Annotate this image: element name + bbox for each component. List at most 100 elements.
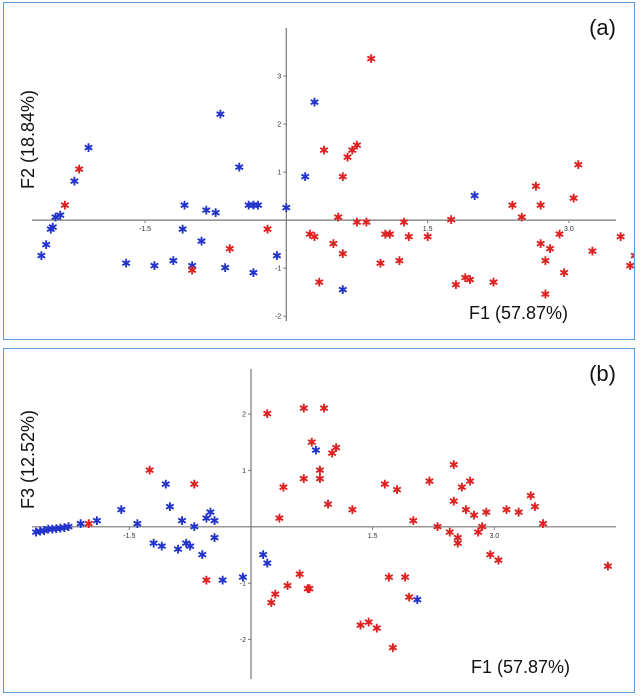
data-point-red: ✱ [262,223,272,237]
y-tick-label: 2 [242,412,246,419]
data-point-blue: ✱ [205,506,215,520]
data-point-red: ✱ [331,441,341,455]
data-point-blue: ✱ [149,537,159,551]
data-point-red: ✱ [469,509,479,523]
data-point-red: ✱ [625,259,634,273]
data-point-red: ✱ [408,514,418,528]
data-point-red: ✱ [145,463,155,477]
data-point-red: ✱ [201,573,211,587]
data-point-blue: ✱ [48,220,58,234]
data-point-blue: ✱ [197,548,207,562]
data-point-red: ✱ [449,494,459,508]
data-point-red: ✱ [477,520,487,534]
data-point-blue: ✱ [189,520,199,534]
data-point-blue: ✱ [253,199,263,213]
data-point-red: ✱ [380,228,390,242]
data-point-blue: ✱ [262,556,272,570]
data-point-blue: ✱ [55,522,65,536]
data-point-red: ✱ [536,237,546,251]
data-point-red: ✱ [545,242,555,256]
data-point-blue: ✱ [178,223,188,237]
data-point-blue: ✱ [248,266,258,280]
data-point-blue: ✱ [69,175,79,189]
data-point-red: ✱ [485,548,495,562]
data-point-red: ✱ [394,254,404,268]
data-point-blue: ✱ [168,254,178,268]
data-point-red: ✱ [338,170,348,184]
data-point-blue: ✱ [177,514,187,528]
data-point-red: ✱ [314,276,324,290]
data-point-red: ✱ [352,216,362,230]
data-point-blue: ✱ [132,517,142,531]
data-point-red: ✱ [225,242,235,256]
x-tick-label: 1.5 [423,226,433,233]
data-point-red: ✱ [465,475,475,489]
data-point-red: ✱ [347,503,357,517]
data-point-red: ✱ [372,621,382,635]
data-point-blue: ✱ [41,238,51,252]
y-tick-label: -2 [275,314,281,321]
data-point-red: ✱ [187,264,197,278]
y-tick-label: 3 [277,74,281,81]
data-point-blue: ✱ [244,199,254,213]
data-point-red: ✱ [189,478,199,492]
data-point-blue: ✱ [187,259,197,273]
chart-panel-a: -1.5 1.5 3.0 -2 -1 1 2 3 ✱ ✱ ✱ ✱ ✱ ✱ ✱ ✱ ✱ ✱ ✱ ✱ ✱ ✱ ✱ ✱ ✱ ✱ ✱ ✱ ✱ ✱ ✱… [3,2,635,340]
data-point-red: ✱ [315,463,325,477]
y-tick-label: 1 [242,468,246,475]
x-tick-label: 3.0 [564,226,574,233]
panel-label-a: (a) [589,15,616,40]
x-axis-label-b: F1 (57.87%) [471,657,571,677]
data-point-red: ✱ [457,480,467,494]
data-point-red: ✱ [501,503,511,517]
panel-label-b: (b) [589,361,616,386]
data-point-red: ✱ [388,641,398,655]
data-point-red: ✱ [404,230,414,244]
data-point-red: ✱ [338,247,348,261]
data-point-red: ✱ [270,587,280,601]
data-point-red: ✱ [343,151,353,165]
data-point-red: ✱ [461,503,471,517]
y-tick-label: -1 [240,581,246,588]
data-point-blue: ✱ [201,204,211,218]
data-point-red: ✱ [449,458,459,472]
y-tick-label: -2 [240,637,246,644]
data-point-blue: ✱ [173,542,183,556]
data-point-blue: ✱ [412,593,422,607]
data-point-red: ✱ [364,616,374,630]
data-point-blue: ✱ [180,199,190,213]
data-point-blue: ✱ [39,524,49,538]
data-point-red: ✱ [384,571,394,585]
data-point-red: ✱ [517,211,527,225]
data-point-red: ✱ [84,517,94,531]
data-point-red: ✱ [299,401,309,415]
data-point-blue: ✱ [59,521,69,535]
data-point-red: ✱ [433,520,443,534]
data-point-red: ✱ [465,273,475,287]
data-point-red: ✱ [446,213,456,227]
data-point-red: ✱ [507,199,517,213]
data-point-red: ✱ [538,517,548,531]
x-tick-label: -1.5 [139,226,151,233]
data-point-red: ✱ [282,579,292,593]
data-point-red: ✱ [489,276,499,290]
data-point-red: ✱ [327,447,337,461]
data-point-blue: ✱ [209,514,219,528]
data-point-red: ✱ [481,506,491,520]
data-point-red: ✱ [460,271,470,285]
data-point-red: ✱ [540,288,550,302]
data-point-blue: ✱ [161,478,171,492]
y-tick-label: -1 [275,266,281,273]
data-point-blue: ✱ [83,141,93,155]
data-point-red: ✱ [278,480,288,494]
data-point-blue: ✱ [218,573,228,587]
data-point-blue: ✱ [201,511,211,525]
data-point-red: ✱ [295,568,305,582]
data-point-red: ✱ [347,143,357,157]
x-tick-label: 3.0 [489,533,499,540]
data-point-blue: ✱ [209,531,219,545]
data-point-blue: ✱ [165,500,175,514]
data-point-red: ✱ [530,500,540,514]
data-point-blue: ✱ [51,211,61,225]
